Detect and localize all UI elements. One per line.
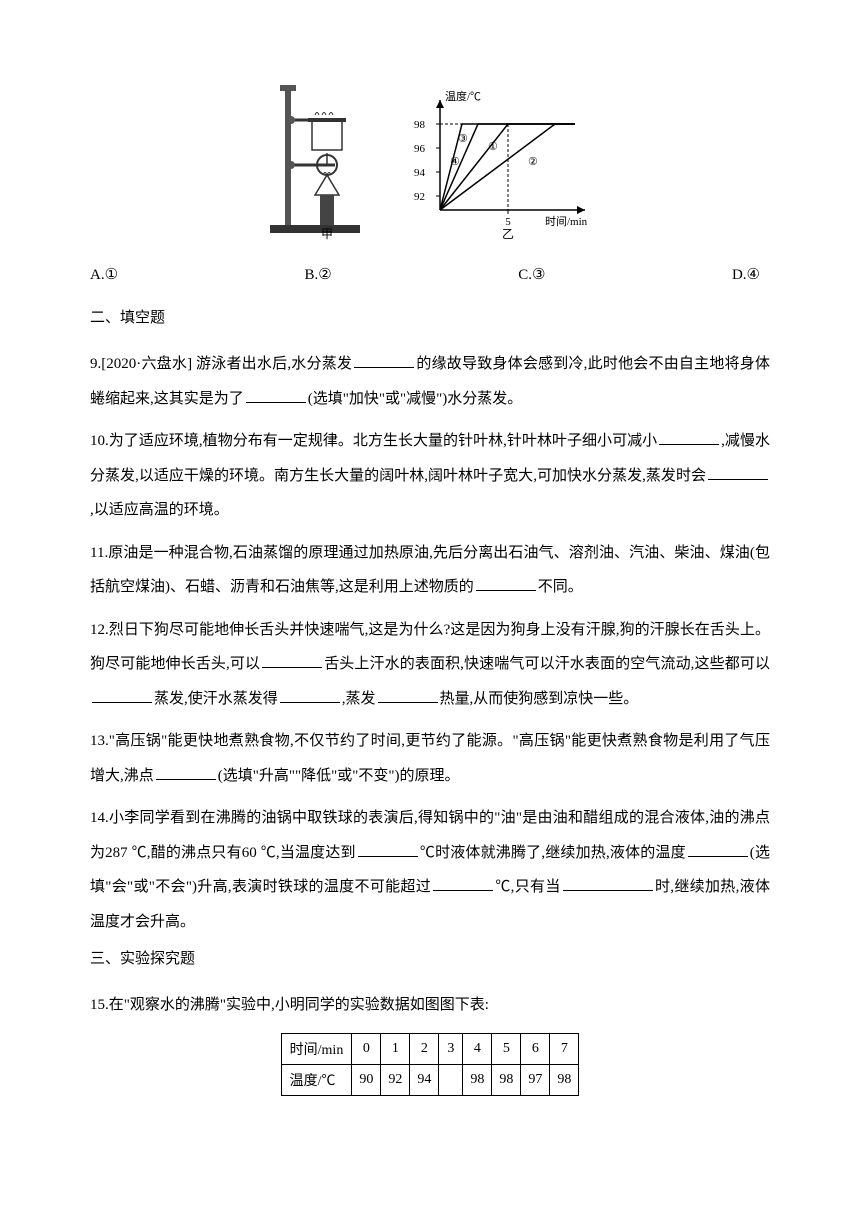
table-cell: 3 <box>439 1033 463 1064</box>
table-cell <box>439 1064 463 1095</box>
question-12: 12.烈日下狗尽可能地伸长舌头并快速喘气,这是为什么?这是因为狗身上没有汗腺,狗… <box>90 613 770 717</box>
option-b: B.② <box>305 265 332 284</box>
q12-text-2: 舌头上汗水的表面积,快速喘气可以汗水表面的空气流动,这些都可以 <box>324 656 770 672</box>
q12-blank-1[interactable] <box>262 650 322 668</box>
q14-blank-4[interactable] <box>563 873 653 891</box>
table-cell: 5 <box>492 1033 521 1064</box>
svg-text:98: 98 <box>414 119 426 131</box>
table-cell: 时间/min <box>281 1033 352 1064</box>
q12-text-5: 热量,从而使狗感到凉快一些。 <box>440 691 639 707</box>
apparatus-figure: 甲 <box>260 80 370 245</box>
q12-blank-4[interactable] <box>378 685 438 703</box>
table-cell: 0 <box>352 1033 381 1064</box>
question-14: 14.小李同学看到在沸腾的油锅中取铁球的表演后,得知锅中的"油"是由油和醋组成的… <box>90 801 770 939</box>
q14-text-4: ℃,只有当 <box>495 879 561 895</box>
q15-data-table: 时间/min 0 1 2 3 4 5 6 7 温度/℃ 90 92 94 98 … <box>281 1033 580 1096</box>
question-9: 9.[2020·六盘水] 游泳者出水后,水分蒸发的缘故导致身体会感到冷,此时他会… <box>90 347 770 416</box>
table-cell: 92 <box>381 1064 410 1095</box>
svg-text:94: 94 <box>414 167 426 179</box>
option-c: C.③ <box>518 265 545 284</box>
q10-blank-2[interactable] <box>708 462 768 480</box>
table-cell: 94 <box>410 1064 439 1095</box>
q12-blank-2[interactable] <box>92 685 152 703</box>
q12-text-3: 蒸发,使汗水蒸发得 <box>154 691 278 707</box>
svg-text:③: ③ <box>458 133 468 145</box>
svg-text:96: 96 <box>414 143 426 155</box>
option-a: A.① <box>90 265 118 284</box>
svg-text:②: ② <box>528 156 538 168</box>
table-cell: 2 <box>410 1033 439 1064</box>
table-cell: 4 <box>463 1033 492 1064</box>
svg-text:乙: 乙 <box>502 227 514 240</box>
svg-text:时间/min: 时间/min <box>545 215 588 228</box>
svg-text:①: ① <box>488 141 498 153</box>
q12-blank-3[interactable] <box>280 685 340 703</box>
question-10: 10.为了适应环境,植物分布有一定规律。北方生长大量的针叶林,针叶林叶子细小可减… <box>90 424 770 528</box>
option-d: D.④ <box>732 265 760 284</box>
table-cell: 97 <box>521 1064 550 1095</box>
q11-text-1: 11.原油是一种混合物,石油蒸馏的原理通过加热原油,先后分离出石油气、溶剂油、汽… <box>90 545 770 596</box>
table-cell: 温度/℃ <box>281 1064 352 1095</box>
question-11: 11.原油是一种混合物,石油蒸馏的原理通过加热原油,先后分离出石油气、溶剂油、汽… <box>90 536 770 605</box>
q14-blank-1[interactable] <box>358 839 418 857</box>
svg-text:④: ④ <box>450 156 460 168</box>
q10-text-1: 10.为了适应环境,植物分布有一定规律。北方生长大量的针叶林,针叶林叶子细小可减… <box>90 433 657 449</box>
table-cell: 98 <box>463 1064 492 1095</box>
q11-blank-1[interactable] <box>476 573 536 591</box>
q14-blank-2[interactable] <box>688 839 748 857</box>
q13-text-2: (选填"升高""降低"或"不变")的原理。 <box>218 768 460 784</box>
table-cell: 1 <box>381 1033 410 1064</box>
question-15-intro: 15.在"观察水的沸腾"实验中,小明同学的实验数据如图图下表: <box>90 988 770 1023</box>
table-cell: 98 <box>550 1064 579 1095</box>
q12-text-4: ,蒸发 <box>342 691 376 707</box>
q10-blank-1[interactable] <box>659 427 719 445</box>
svg-text:甲: 甲 <box>321 227 333 240</box>
chart-figure: 温度/℃ 时间/min 98 96 94 92 5 ③ ① ② ④ 乙 <box>400 80 600 245</box>
q8-options: A.① B.② C.③ D.④ <box>90 265 770 284</box>
svg-text:温度/℃: 温度/℃ <box>445 89 481 103</box>
table-cell: 98 <box>492 1064 521 1095</box>
q14-text-2: ℃时液体就沸腾了,继续加热,液体的温度 <box>420 845 686 861</box>
q10-text-3: ,以适应高温的环境。 <box>90 502 229 518</box>
q9-text-1: 9.[2020·六盘水] 游泳者出水后,水分蒸发 <box>90 356 352 372</box>
table-row: 时间/min 0 1 2 3 4 5 6 7 <box>281 1033 579 1064</box>
q9-text-3: (选填"加快"或"减慢")水分蒸发。 <box>308 391 522 407</box>
q9-blank-2[interactable] <box>246 385 306 403</box>
q13-blank-1[interactable] <box>156 762 216 780</box>
table-cell: 7 <box>550 1033 579 1064</box>
q11-text-2: 不同。 <box>538 579 583 595</box>
svg-text:92: 92 <box>414 191 425 203</box>
question-figures: 甲 温度/℃ 时间/min 98 96 94 92 5 ③ <box>90 80 770 245</box>
section-3-title: 三、实验探究题 <box>90 947 770 968</box>
q9-blank-1[interactable] <box>354 350 414 368</box>
section-2-title: 二、填空题 <box>90 306 770 327</box>
question-13: 13."高压锅"能更快地煮熟食物,不仅节约了时间,更节约了能源。"高压锅"能更快… <box>90 724 770 793</box>
q14-blank-3[interactable] <box>433 873 493 891</box>
table-cell: 90 <box>352 1064 381 1095</box>
table-cell: 6 <box>521 1033 550 1064</box>
table-row: 温度/℃ 90 92 94 98 98 97 98 <box>281 1064 579 1095</box>
